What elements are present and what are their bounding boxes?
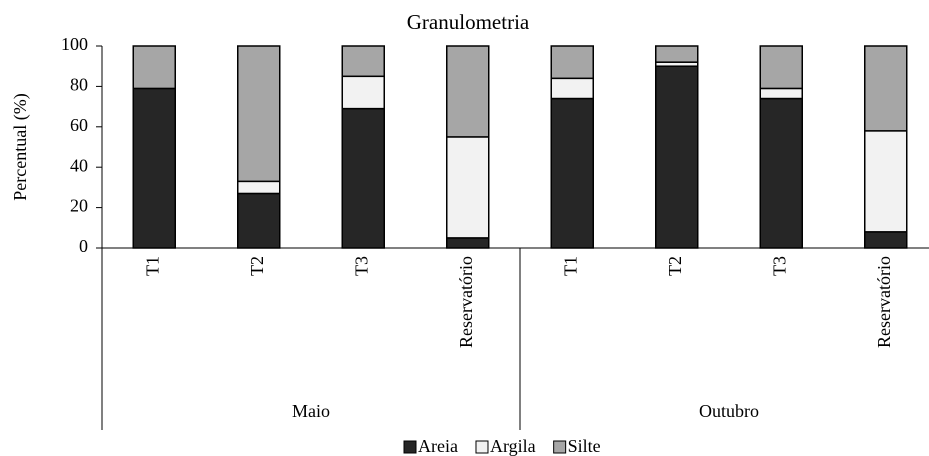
bar-segment <box>864 231 908 249</box>
bar-segment <box>132 45 176 90</box>
bar-segment <box>446 136 490 239</box>
chart-title: Granulometria <box>407 10 530 34</box>
x-tick-label: T1 <box>142 256 162 276</box>
bar-segment <box>237 180 281 195</box>
bar-segment <box>341 45 385 78</box>
x-tick-label: Reservatório <box>874 256 894 348</box>
legend-swatch <box>553 440 567 454</box>
x-tick-label: T1 <box>560 256 580 276</box>
bar-segment <box>864 130 908 233</box>
bar-segment <box>759 45 803 90</box>
bar-segment <box>550 97 594 249</box>
bar-segment <box>864 45 908 132</box>
bar-segment <box>341 75 385 110</box>
bar-segment <box>237 45 281 183</box>
legend-label: Areia <box>418 436 458 456</box>
y-tick-label: 20 <box>70 196 88 216</box>
x-tick-label: T3 <box>769 256 789 276</box>
x-tick-label: T2 <box>665 256 685 276</box>
legend-label: Argila <box>490 436 536 456</box>
bar-segment <box>550 45 594 80</box>
bar-segment <box>655 45 699 63</box>
bar-segment <box>655 65 699 249</box>
bar-segment <box>132 87 176 249</box>
group-label: Maio <box>292 401 330 421</box>
bar-segment <box>237 192 281 249</box>
y-tick-label: 40 <box>70 155 88 175</box>
y-tick-label: 60 <box>70 115 88 135</box>
bar-segment <box>341 107 385 249</box>
x-tick-label: Reservatório <box>456 256 476 348</box>
bar-segment <box>759 97 803 249</box>
legend-swatch <box>475 440 489 454</box>
x-tick-label: T3 <box>351 256 371 276</box>
y-tick-label: 100 <box>61 34 88 54</box>
y-tick-label: 0 <box>79 236 88 256</box>
bar-segment <box>446 45 490 138</box>
legend-label: Silte <box>568 436 601 456</box>
y-axis-label: Percentual (%) <box>10 93 31 200</box>
bar-segment <box>446 237 490 249</box>
x-tick-label: T2 <box>247 256 267 276</box>
bar-segment <box>550 77 594 100</box>
group-label: Outubro <box>699 401 759 421</box>
y-tick-label: 80 <box>70 75 88 95</box>
bar-segment <box>759 87 803 100</box>
legend-swatch <box>403 440 417 454</box>
